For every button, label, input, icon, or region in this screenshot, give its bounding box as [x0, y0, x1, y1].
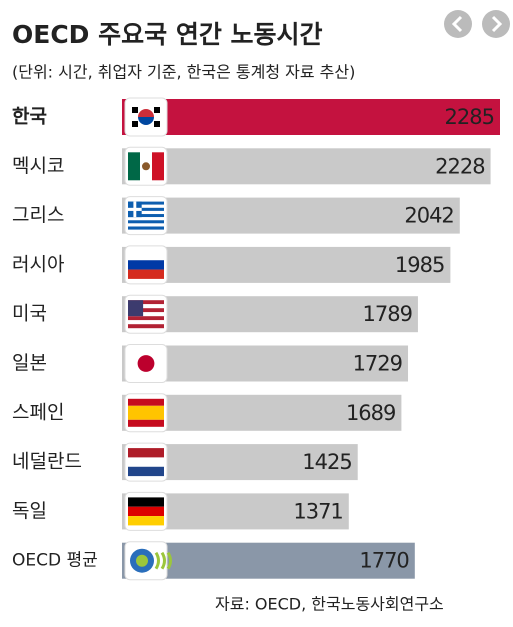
value-label: 1729 [353, 352, 402, 376]
flag-part [128, 506, 164, 517]
category-label: 러시아 [12, 253, 64, 275]
next-button[interactable] [482, 10, 510, 38]
flag-part [128, 207, 142, 211]
flag-part [138, 109, 154, 117]
flag-part [128, 260, 164, 270]
flag-part [128, 214, 164, 218]
flag-part [136, 554, 148, 567]
flag-part [137, 355, 155, 372]
flag-part [128, 217, 164, 221]
flag-part [128, 204, 164, 208]
value-label: 1371 [293, 499, 342, 523]
bar [122, 296, 418, 333]
flag [124, 196, 168, 236]
category-label: 한국 [12, 106, 47, 128]
value-label: 1789 [362, 302, 411, 326]
flag-part [128, 207, 164, 211]
category-label: 멕시코 [12, 155, 64, 177]
flag-part [128, 300, 144, 317]
bar [122, 394, 402, 431]
chart-title: OECD 주요국 연간 노동시간 [12, 20, 323, 49]
flag-part [128, 405, 164, 420]
flag-part [128, 300, 164, 305]
category-label: 네덜란드 [12, 451, 82, 473]
flag-part [128, 316, 164, 321]
flag [124, 344, 168, 383]
flag-part [128, 457, 164, 467]
category-label: OECD 평균 [12, 551, 98, 571]
flag-part [128, 220, 164, 224]
flag-part [132, 121, 138, 127]
flag [124, 146, 168, 186]
flag-part [128, 466, 164, 477]
value-label: 1985 [395, 253, 444, 277]
chart-subtitle: (단위: 시간, 취업자 기준, 한국은 통계청 자료 추산) [12, 63, 355, 82]
flag-part [128, 320, 164, 325]
flag-part [128, 210, 164, 215]
flag-part [132, 107, 138, 113]
flag-part [152, 152, 164, 181]
flag-part [138, 117, 154, 125]
source: 자료: OECD, 한국노동사회연구소 [215, 595, 444, 614]
prev-icon [451, 15, 463, 33]
value-label: 1425 [302, 450, 351, 474]
category-label: 그리스 [12, 204, 64, 226]
flag-part [154, 121, 160, 127]
bar [122, 246, 451, 283]
flag-part [128, 398, 164, 406]
flag-part [166, 551, 172, 570]
flag [124, 245, 168, 285]
flag-part [128, 516, 164, 526]
flag-part [160, 551, 166, 570]
flag-part [128, 152, 140, 181]
flag [124, 442, 168, 482]
flag-part [128, 201, 164, 205]
next-icon [491, 15, 503, 33]
flag-part [128, 223, 164, 227]
value-label: 2285 [445, 105, 494, 129]
flag-part [128, 304, 164, 309]
value-label: 2228 [435, 154, 484, 178]
bar [122, 148, 491, 185]
category-label: 일본 [12, 352, 47, 374]
prev-button[interactable] [444, 10, 472, 38]
flag-part [142, 162, 150, 171]
category-label: 미국 [12, 303, 47, 325]
bar [122, 197, 460, 234]
flag-part [128, 226, 164, 230]
flag-part [154, 107, 160, 113]
flag [124, 97, 168, 137]
flag [124, 294, 168, 334]
flag-part [128, 497, 164, 507]
category-label: 스페인 [12, 401, 64, 423]
flag [124, 491, 168, 531]
flag-part [128, 419, 164, 427]
bar [122, 99, 500, 135]
flag-part [154, 551, 160, 570]
nav-buttons[interactable] [444, 10, 510, 38]
value-label: 1770 [359, 549, 408, 573]
bar [122, 345, 409, 382]
value-label: 2042 [404, 204, 453, 228]
flag [124, 541, 172, 581]
category-label: 독일 [12, 500, 47, 522]
flag-part [128, 324, 164, 329]
flag-part [128, 308, 164, 313]
flag-part [128, 312, 164, 317]
flag-part [128, 250, 164, 261]
value-label: 1689 [346, 401, 395, 425]
flag-part [128, 448, 164, 458]
flag [124, 393, 168, 433]
flag-part [128, 269, 164, 279]
